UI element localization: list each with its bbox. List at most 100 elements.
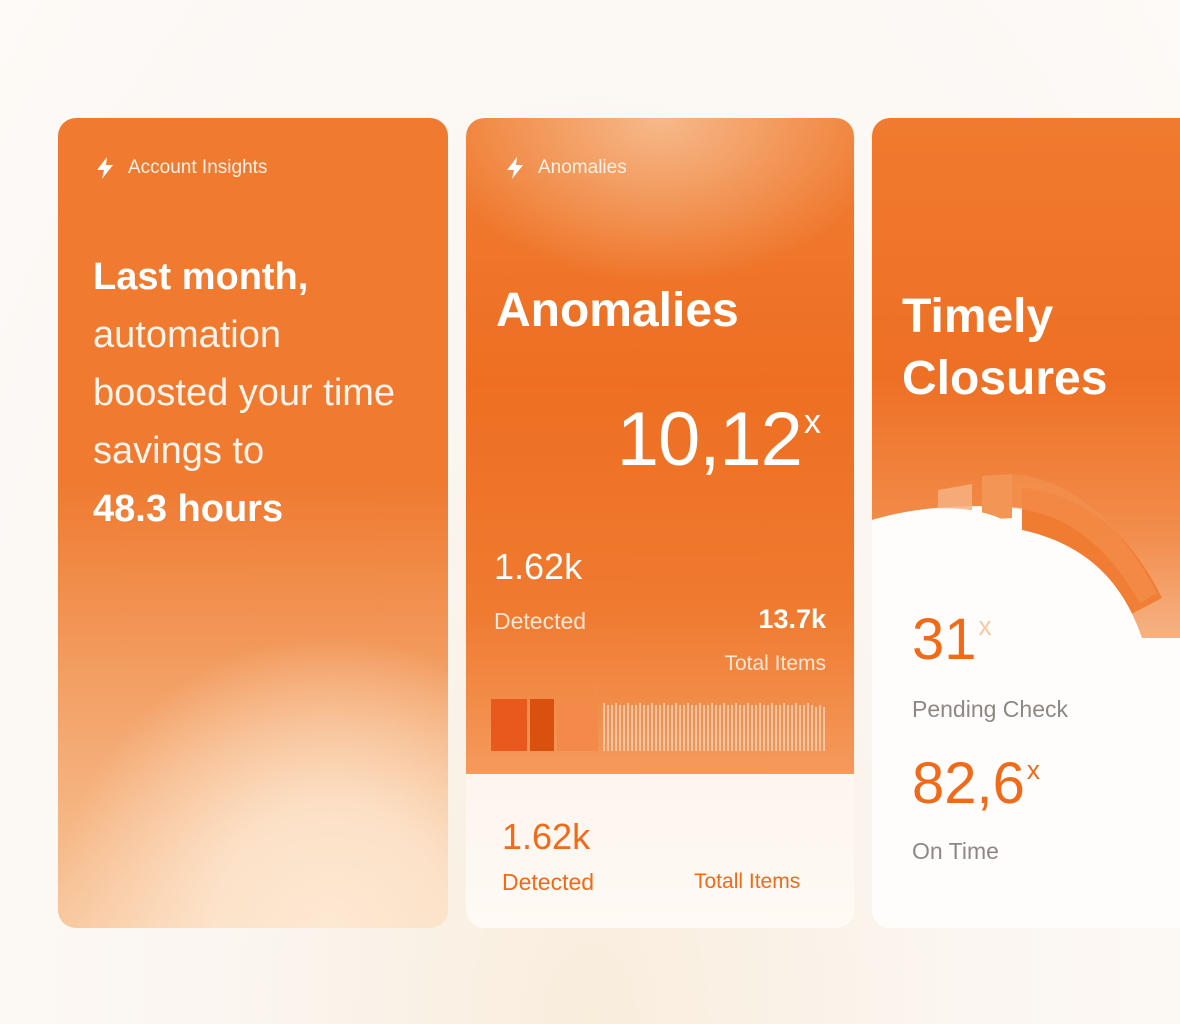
tick-mark	[819, 705, 821, 751]
arc-segment-2	[982, 474, 1012, 520]
pending-check-value: 31x	[912, 606, 992, 673]
on-time-number: 82,6	[912, 751, 1025, 816]
anomalies-card[interactable]: Anomalies Anomalies 10,12x 1.62k Detecte…	[466, 118, 854, 928]
closures-title-line-1: Timely	[902, 290, 1054, 343]
tick-mark	[759, 703, 761, 751]
anomalies-big-value-number: 10,12	[616, 397, 803, 482]
arc-segment-1	[1022, 488, 1162, 618]
tick-mark	[739, 705, 741, 751]
tick-mark	[783, 703, 785, 751]
tick-mark	[727, 705, 729, 751]
insight-message: Last month, automation boosted your time…	[93, 248, 433, 538]
arc-segment-4	[1012, 474, 1157, 603]
bolt-icon	[507, 157, 523, 179]
anomalies-card-header-panel	[466, 118, 854, 774]
bottom-detected-value: 1.62k	[502, 816, 591, 857]
account-insights-card[interactable]: Account Insights Last month, automation …	[58, 118, 448, 928]
tick-mark	[611, 705, 613, 751]
tick-mark	[615, 703, 617, 751]
tick-mark	[655, 705, 657, 751]
insight-line-1: Last month,	[93, 256, 309, 298]
detected-label: Detected	[494, 608, 587, 634]
anomalies-card-footer-panel	[466, 774, 854, 928]
tick-mark	[747, 703, 749, 751]
tick-mark	[647, 705, 649, 751]
tick-mark	[675, 703, 677, 751]
insight-line-3: boosted your time	[93, 372, 396, 414]
tick-mark	[623, 705, 625, 751]
tick-mark	[659, 705, 661, 751]
bottom-total-items-label: Totall Items	[694, 870, 801, 893]
tick-mark	[639, 703, 641, 751]
insight-line-4: savings to	[93, 430, 265, 472]
tick-mark	[679, 705, 681, 751]
bolt-icon	[97, 157, 113, 179]
tick-mark	[803, 705, 805, 751]
tick-mark	[603, 703, 605, 751]
anomalies-tag: Anomalies	[504, 156, 627, 180]
tick-mark	[607, 705, 609, 751]
bar-segment-2	[530, 699, 554, 751]
closures-title: Timely Closures	[902, 286, 1107, 410]
tick-mark	[731, 705, 733, 751]
tick-mark	[715, 705, 717, 751]
closures-arc-chart	[872, 474, 1162, 638]
anomalies-bar-chart	[491, 686, 825, 751]
tick-mark	[635, 705, 637, 751]
tick-mark	[795, 703, 797, 751]
tick-mark	[619, 705, 621, 751]
pending-check-label: Pending Check	[912, 696, 1068, 722]
tick-mark	[703, 705, 705, 751]
account-insights-tag-label: Account Insights	[128, 157, 268, 178]
anomalies-big-value: 10,12x	[610, 396, 821, 483]
anomalies-title: Anomalies	[496, 284, 739, 337]
bottom-detected-label: Detected	[502, 869, 595, 895]
tick-mark	[807, 703, 809, 751]
tick-mark	[691, 705, 693, 751]
on-time-label: On Time	[912, 838, 999, 864]
tick-mark	[767, 705, 769, 751]
timely-closures-card[interactable]: Timely Closures 31x Pending Check 82,6x …	[872, 118, 1180, 928]
insight-highlight: 48.3 hours	[93, 488, 284, 530]
on-time-value: 82,6x	[912, 750, 1040, 817]
pending-check-number: 31	[912, 607, 977, 672]
arc-inner-fill	[872, 508, 1142, 638]
bar-segment-1	[491, 699, 527, 751]
total-items-ticks	[603, 703, 825, 751]
tick-mark	[755, 705, 757, 751]
detected-value: 1.62k	[494, 546, 583, 587]
total-items-label: Total Items	[724, 652, 826, 675]
tick-mark	[823, 707, 825, 751]
tick-mark	[779, 705, 781, 751]
bar-segment-3	[557, 699, 595, 751]
tick-mark	[667, 705, 669, 751]
account-insights-tag: Account Insights	[94, 156, 267, 180]
bar-divider	[595, 686, 598, 751]
pending-check-sup: x	[978, 611, 992, 642]
tick-mark	[775, 705, 777, 751]
tick-mark	[771, 703, 773, 751]
tick-mark	[751, 705, 753, 751]
tick-mark	[743, 705, 745, 751]
tick-mark	[695, 705, 697, 751]
tick-mark	[643, 705, 645, 751]
tick-mark	[631, 705, 633, 751]
tick-mark	[791, 705, 793, 751]
closures-title-line-2: Closures	[902, 352, 1108, 405]
tick-mark	[763, 705, 765, 751]
total-items-value: 13.7k	[758, 604, 826, 634]
tick-mark	[723, 703, 725, 751]
tick-mark	[707, 705, 709, 751]
anomalies-big-value-sup: x	[803, 402, 821, 441]
tick-mark	[799, 705, 801, 751]
tick-mark	[787, 705, 789, 751]
tick-mark	[735, 703, 737, 751]
tick-mark	[811, 705, 813, 751]
tick-mark	[627, 703, 629, 751]
on-time-sup: x	[1026, 755, 1040, 786]
tick-mark	[815, 707, 817, 751]
tick-mark	[683, 705, 685, 751]
tick-mark	[651, 703, 653, 751]
tick-mark	[719, 705, 721, 751]
